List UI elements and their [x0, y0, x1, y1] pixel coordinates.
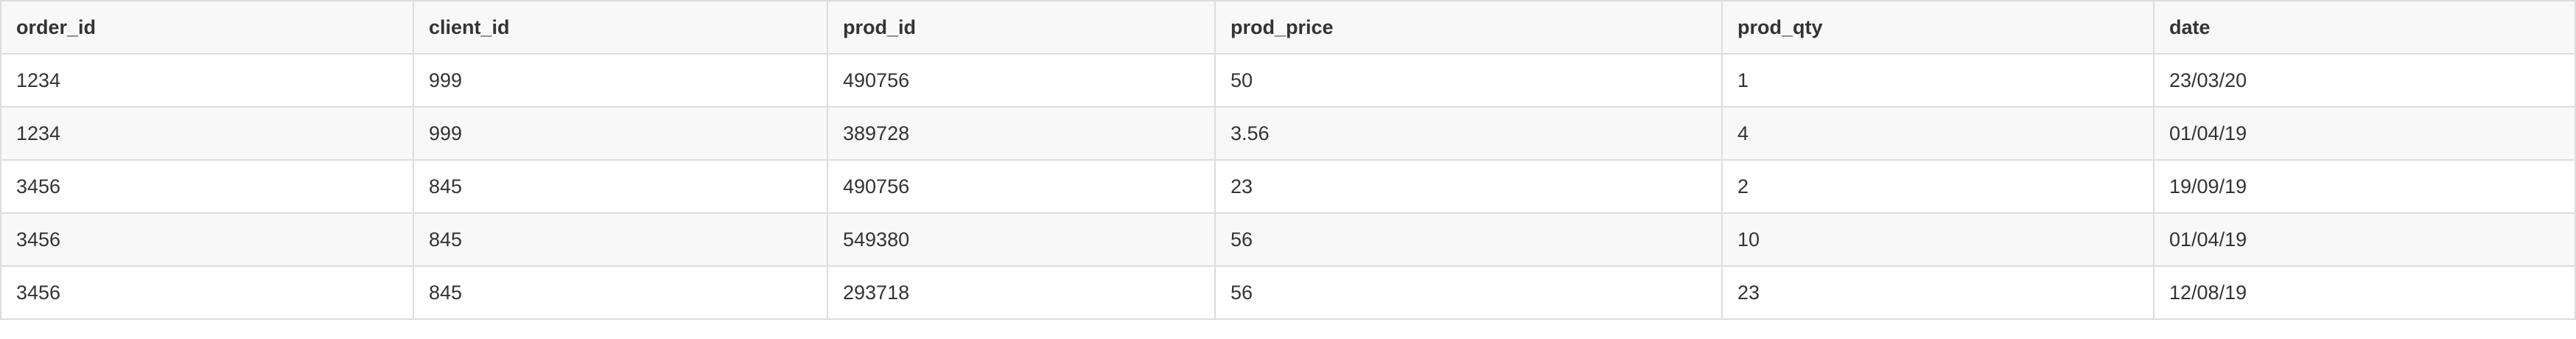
cell-prod-qty: 4 [1721, 106, 2155, 161]
column-header-order-id: order_id [0, 0, 414, 55]
table-row: 1234 999 490756 50 1 23/03/20 [0, 53, 2576, 108]
table-body: 1234 999 490756 50 1 23/03/20 1234 999 3… [0, 53, 2576, 320]
cell-prod-price: 23 [1214, 159, 1723, 214]
cell-date: 01/04/19 [2153, 212, 2576, 267]
cell-prod-price: 56 [1214, 212, 1723, 267]
cell-prod-price: 3.56 [1214, 106, 1723, 161]
cell-client-id: 845 [413, 265, 828, 320]
cell-prod-id: 490756 [827, 159, 1216, 214]
cell-prod-id: 490756 [827, 53, 1216, 108]
table-row: 1234 999 389728 3.56 4 01/04/19 [0, 106, 2576, 161]
orders-table-container: order_id client_id prod_id prod_price pr… [0, 0, 2576, 320]
cell-order-id: 3456 [0, 265, 414, 320]
cell-prod-id: 549380 [827, 212, 1216, 267]
cell-date: 01/04/19 [2153, 106, 2576, 161]
column-header-client-id: client_id [413, 0, 828, 55]
cell-date: 12/08/19 [2153, 265, 2576, 320]
cell-prod-price: 50 [1214, 53, 1723, 108]
cell-prod-qty: 2 [1721, 159, 2155, 214]
cell-client-id: 999 [413, 106, 828, 161]
cell-prod-id: 293718 [827, 265, 1216, 320]
cell-prod-price: 56 [1214, 265, 1723, 320]
column-header-date: date [2153, 0, 2576, 55]
table-row: 3456 845 293718 56 23 12/08/19 [0, 265, 2576, 320]
cell-client-id: 845 [413, 159, 828, 214]
cell-order-id: 1234 [0, 106, 414, 161]
cell-prod-id: 389728 [827, 106, 1216, 161]
column-header-prod-price: prod_price [1214, 0, 1723, 55]
table-header: order_id client_id prod_id prod_price pr… [0, 0, 2576, 55]
table-row: 3456 845 490756 23 2 19/09/19 [0, 159, 2576, 214]
cell-prod-qty: 23 [1721, 265, 2155, 320]
orders-table: order_id client_id prod_id prod_price pr… [0, 0, 2576, 320]
cell-order-id: 3456 [0, 159, 414, 214]
header-row: order_id client_id prod_id prod_price pr… [0, 0, 2576, 55]
cell-prod-qty: 1 [1721, 53, 2155, 108]
cell-client-id: 999 [413, 53, 828, 108]
column-header-prod-qty: prod_qty [1721, 0, 2155, 55]
cell-date: 23/03/20 [2153, 53, 2576, 108]
cell-date: 19/09/19 [2153, 159, 2576, 214]
cell-order-id: 3456 [0, 212, 414, 267]
column-header-prod-id: prod_id [827, 0, 1216, 55]
cell-prod-qty: 10 [1721, 212, 2155, 267]
table-row: 3456 845 549380 56 10 01/04/19 [0, 212, 2576, 267]
cell-order-id: 1234 [0, 53, 414, 108]
cell-client-id: 845 [413, 212, 828, 267]
